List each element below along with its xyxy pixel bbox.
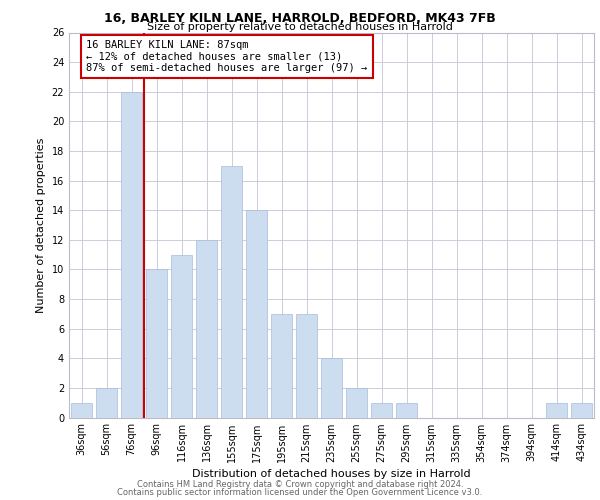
Bar xyxy=(371,402,392,417)
X-axis label: Distribution of detached houses by size in Harrold: Distribution of detached houses by size … xyxy=(192,469,471,479)
Y-axis label: Number of detached properties: Number of detached properties xyxy=(36,138,46,312)
Bar xyxy=(346,388,367,418)
Bar xyxy=(121,92,142,417)
Bar xyxy=(246,210,267,418)
Bar xyxy=(321,358,342,418)
Bar xyxy=(171,254,192,418)
Text: Contains public sector information licensed under the Open Government Licence v3: Contains public sector information licen… xyxy=(118,488,482,497)
Text: Contains HM Land Registry data © Crown copyright and database right 2024.: Contains HM Land Registry data © Crown c… xyxy=(137,480,463,489)
Bar xyxy=(71,402,92,417)
Bar xyxy=(221,166,242,417)
Text: 16, BARLEY KILN LANE, HARROLD, BEDFORD, MK43 7FB: 16, BARLEY KILN LANE, HARROLD, BEDFORD, … xyxy=(104,12,496,26)
Bar xyxy=(546,402,567,417)
Text: Size of property relative to detached houses in Harrold: Size of property relative to detached ho… xyxy=(147,22,453,32)
Bar xyxy=(146,270,167,418)
Bar xyxy=(396,402,417,417)
Bar xyxy=(196,240,217,418)
Bar xyxy=(296,314,317,418)
Bar xyxy=(271,314,292,418)
Bar xyxy=(96,388,117,418)
Text: 16 BARLEY KILN LANE: 87sqm
← 12% of detached houses are smaller (13)
87% of semi: 16 BARLEY KILN LANE: 87sqm ← 12% of deta… xyxy=(86,40,368,73)
Bar xyxy=(571,402,592,417)
